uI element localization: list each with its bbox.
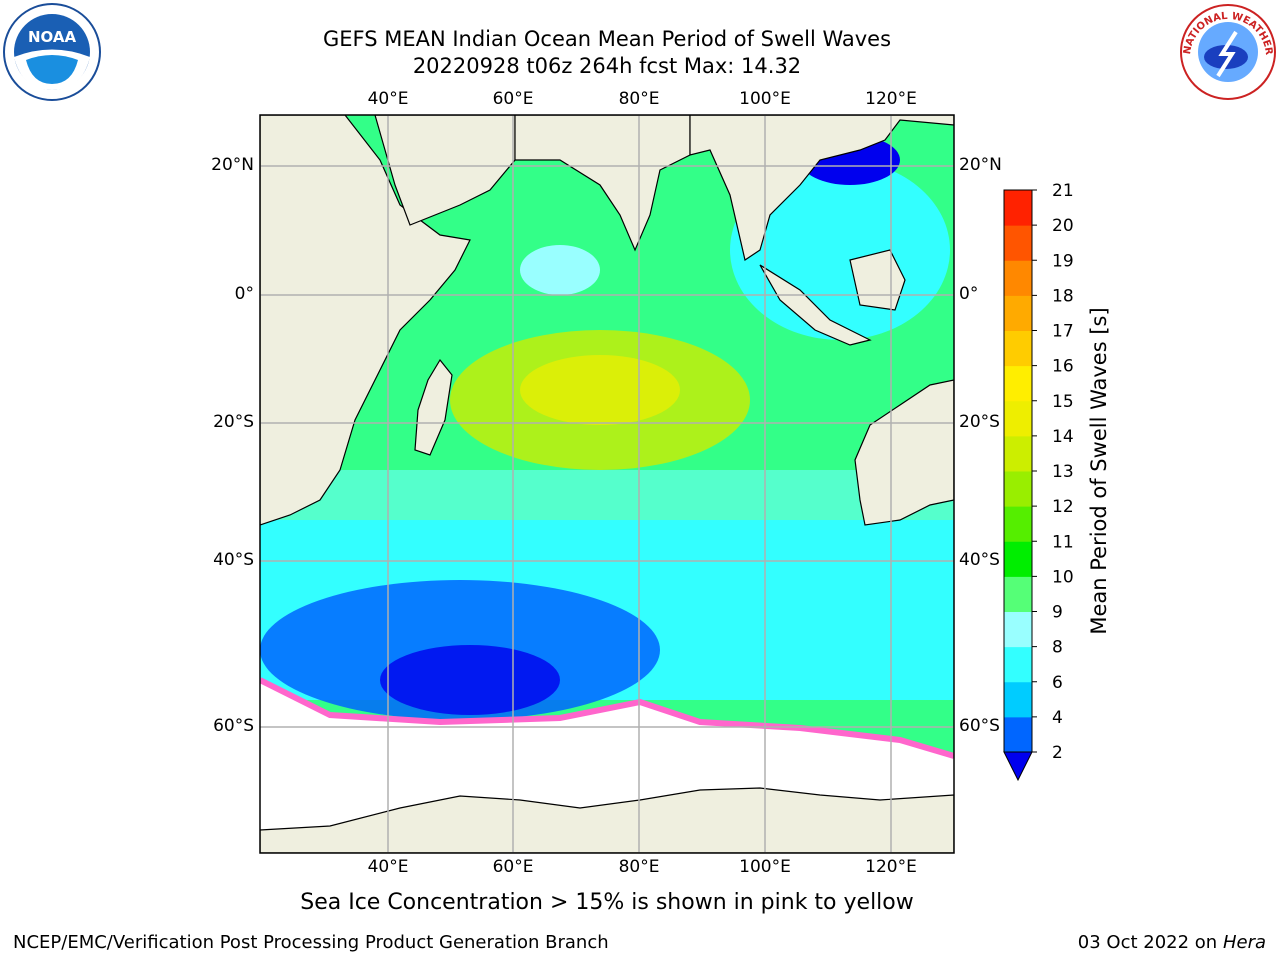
colorbar-segment bbox=[1004, 716, 1032, 753]
colorbar-segment bbox=[1004, 190, 1032, 226]
colorbar-tick-label: 16 bbox=[1052, 357, 1074, 377]
colorbar-tick-label: 14 bbox=[1052, 427, 1074, 447]
lat-label-left: 40°S bbox=[213, 550, 254, 570]
madagascar-land bbox=[414, 358, 453, 456]
antarctica-land bbox=[260, 787, 954, 853]
colorbar-tick-label: 4 bbox=[1052, 708, 1063, 728]
colorbar-tick-label: 20 bbox=[1052, 216, 1074, 236]
colorbar-under-extension bbox=[1003, 751, 1033, 782]
map-frame bbox=[259, 114, 955, 854]
colorbar-tick-label: 19 bbox=[1052, 251, 1074, 271]
nws-logo-icon: NATIONAL WEATHER SERVICE bbox=[1178, 2, 1276, 100]
lon-label-top: 40°E bbox=[367, 89, 409, 109]
lon-label-bottom: 100°E bbox=[739, 857, 791, 877]
colorbar-segment bbox=[1004, 365, 1032, 402]
credit-left: NCEP/EMC/Verification Post Processing Pr… bbox=[13, 932, 609, 953]
colorbar-segment bbox=[1004, 330, 1032, 367]
lon-label-top: 120°E bbox=[865, 89, 917, 109]
credit-date: 03 Oct 2022 on bbox=[1077, 932, 1223, 953]
colorbar-segment bbox=[1004, 260, 1032, 296]
lat-label-right: 60°S bbox=[959, 716, 1000, 736]
gridlines bbox=[260, 115, 954, 853]
colorbar-segment bbox=[1004, 611, 1032, 648]
colorbar-tick-label: 9 bbox=[1052, 603, 1063, 623]
chart-subtitle: 20220928 t06z 264h fcst Max: 14.32 bbox=[412, 54, 802, 78]
colorbar-tick-label: 13 bbox=[1052, 462, 1074, 482]
lon-label-top: 80°E bbox=[618, 89, 660, 109]
colorbar-tick-label: 18 bbox=[1052, 286, 1074, 306]
southeast-asia-land bbox=[689, 115, 954, 261]
colorbar-segment bbox=[1004, 435, 1032, 472]
colorbar-segment bbox=[1004, 576, 1032, 612]
lon-label-bottom: 80°E bbox=[618, 857, 660, 877]
sea-ice-note: Sea Ice Concentration > 15% is shown in … bbox=[300, 890, 914, 915]
colorbar-tick-label: 11 bbox=[1052, 532, 1074, 552]
colorbar-tick-label: 6 bbox=[1052, 673, 1063, 693]
colorbar: 2 4 6 8 9 10 11 12 13 14 15 16 17 18 19 20 21 Mean Period… bbox=[1003, 181, 1111, 782]
colorbar-segment bbox=[1004, 681, 1032, 718]
colorbar-segment bbox=[1004, 400, 1032, 437]
colorbar-segment bbox=[1004, 541, 1032, 577]
colorbar-tick-label: 2 bbox=[1052, 743, 1063, 763]
chart-title: GEFS MEAN Indian Ocean Mean Period of Sw… bbox=[322, 27, 892, 51]
lat-label-left: 0° bbox=[234, 284, 254, 304]
australia-land bbox=[854, 379, 954, 526]
colorbar-tick-label: 8 bbox=[1052, 638, 1063, 658]
lat-label-left: 20°S bbox=[213, 412, 254, 432]
lon-label-top: 60°E bbox=[492, 89, 534, 109]
colorbar-segment bbox=[1004, 295, 1032, 331]
colorbar-segment bbox=[1004, 506, 1032, 542]
colorbar-tick-label: 10 bbox=[1052, 567, 1074, 587]
lat-label-right: 0° bbox=[959, 284, 979, 304]
lon-label-bottom: 120°E bbox=[865, 857, 917, 877]
lat-label-right: 20°S bbox=[959, 412, 1000, 432]
colorbar-segment bbox=[1004, 225, 1032, 261]
lon-label-bottom: 60°E bbox=[492, 857, 534, 877]
noaa-logo-text: NOAA bbox=[28, 28, 77, 46]
lat-label-left: 20°N bbox=[211, 155, 254, 175]
lon-label-bottom: 40°E bbox=[367, 857, 409, 877]
lat-label-right: 40°S bbox=[959, 550, 1000, 570]
colorbar-label: Mean Period of Swell Waves [s] bbox=[1087, 307, 1111, 634]
colorbar-tick-label: 12 bbox=[1052, 497, 1074, 517]
lon-label-top: 100°E bbox=[739, 89, 791, 109]
lat-label-right: 20°N bbox=[959, 155, 1002, 175]
colorbar-tick-label: 15 bbox=[1052, 392, 1074, 412]
colorbar-tick-label: 21 bbox=[1052, 181, 1074, 201]
sea-ice-edge bbox=[260, 677, 954, 759]
colorbar-tick-label: 17 bbox=[1052, 322, 1074, 342]
colorbar-segment bbox=[1004, 646, 1032, 683]
colorbar-segment bbox=[1004, 471, 1032, 507]
credit-right: 03 Oct 2022 on Hera bbox=[1078, 932, 1266, 953]
lat-label-left: 60°S bbox=[213, 716, 254, 736]
credit-host: Hera bbox=[1222, 932, 1266, 953]
noaa-logo-icon: NOAA bbox=[3, 3, 101, 101]
